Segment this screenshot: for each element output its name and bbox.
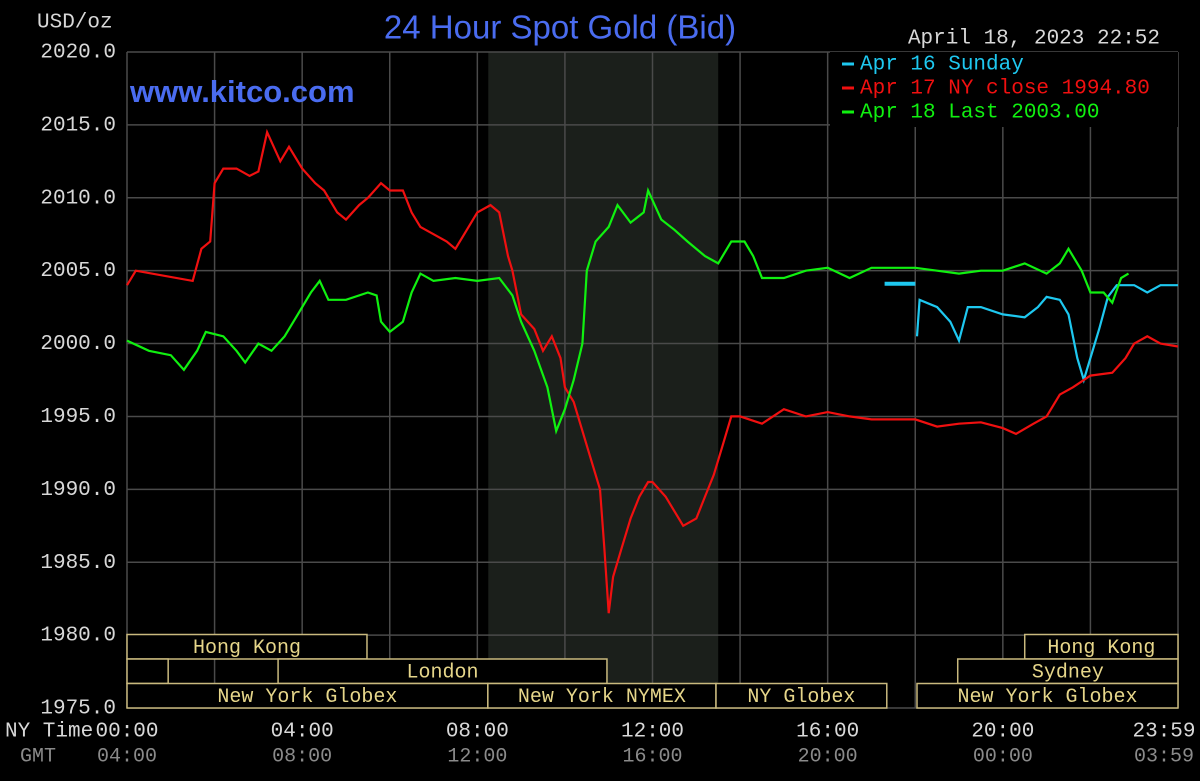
y-tick-label: 2020.0 — [40, 42, 116, 65]
session-label: London — [407, 662, 479, 685]
y-tick-label: 1980.0 — [40, 625, 116, 648]
session-label: NY Globex — [747, 686, 855, 709]
session-label: New York NYMEX — [518, 686, 686, 709]
chart-title: 24 Hour Spot Gold (Bid) — [384, 9, 736, 46]
y-tick-label: 1985.0 — [40, 552, 116, 575]
x-tick-label: 23:59 — [1132, 721, 1195, 744]
x2-tick-label: 08:00 — [272, 745, 332, 768]
legend-label: Apr 16 Sunday — [860, 54, 1024, 77]
legend-label: Apr 17 NY close 1994.80 — [860, 78, 1150, 101]
x2-tick-label: 12:00 — [447, 745, 507, 768]
x-tick-label: 08:00 — [446, 721, 509, 744]
x-axis-label: NY Time — [5, 721, 93, 744]
x-tick-label: 04:00 — [271, 721, 334, 744]
legend-label: Apr 18 Last 2003.00 — [860, 102, 1099, 125]
session-box — [487, 682, 717, 709]
price-line — [126, 128, 1179, 614]
watermark: www.kitco.com — [129, 74, 355, 109]
session-label: Hong Kong — [1047, 637, 1155, 660]
x-tick-label: 12:00 — [621, 721, 684, 744]
session-label: Sydney — [1032, 662, 1104, 685]
x-tick-label: 00:00 — [95, 721, 158, 744]
x2-tick-label: 20:00 — [798, 745, 858, 768]
y-tick-label: 2015.0 — [40, 114, 116, 137]
session-label: New York Globex — [957, 686, 1137, 709]
y-tick-label: 2005.0 — [40, 260, 116, 283]
x2-tick-label: 03:59 — [1134, 745, 1194, 768]
session-box — [1023, 633, 1179, 660]
session-box — [916, 682, 1179, 709]
y-axis-label: USD/oz — [37, 12, 113, 35]
session-box — [715, 682, 888, 709]
x2-tick-label: 00:00 — [973, 745, 1033, 768]
session-label: Hong Kong — [193, 637, 301, 660]
y-tick-label: 2000.0 — [40, 333, 116, 356]
price-line — [915, 284, 1178, 384]
x2-tick-label: 16:00 — [622, 745, 682, 768]
shaded-range — [488, 52, 719, 708]
price-line — [126, 186, 1130, 435]
y-tick-label: 1995.0 — [40, 406, 116, 429]
y-tick-label: 1990.0 — [40, 479, 116, 502]
y-tick-label: 2010.0 — [40, 187, 116, 210]
session-box — [126, 658, 169, 685]
x2-axis-label: GMT — [20, 745, 56, 768]
y-tick-label: 1975.0 — [40, 698, 116, 721]
timestamp: April 18, 2023 22:52 — [908, 28, 1160, 51]
x-tick-label: 16:00 — [796, 721, 859, 744]
x2-tick-label: 04:00 — [97, 745, 157, 768]
x-tick-label: 20:00 — [971, 721, 1034, 744]
session-label: New York Globex — [217, 686, 397, 709]
session-box — [126, 633, 368, 660]
session-box — [956, 658, 1179, 685]
legend-box — [830, 52, 1178, 127]
